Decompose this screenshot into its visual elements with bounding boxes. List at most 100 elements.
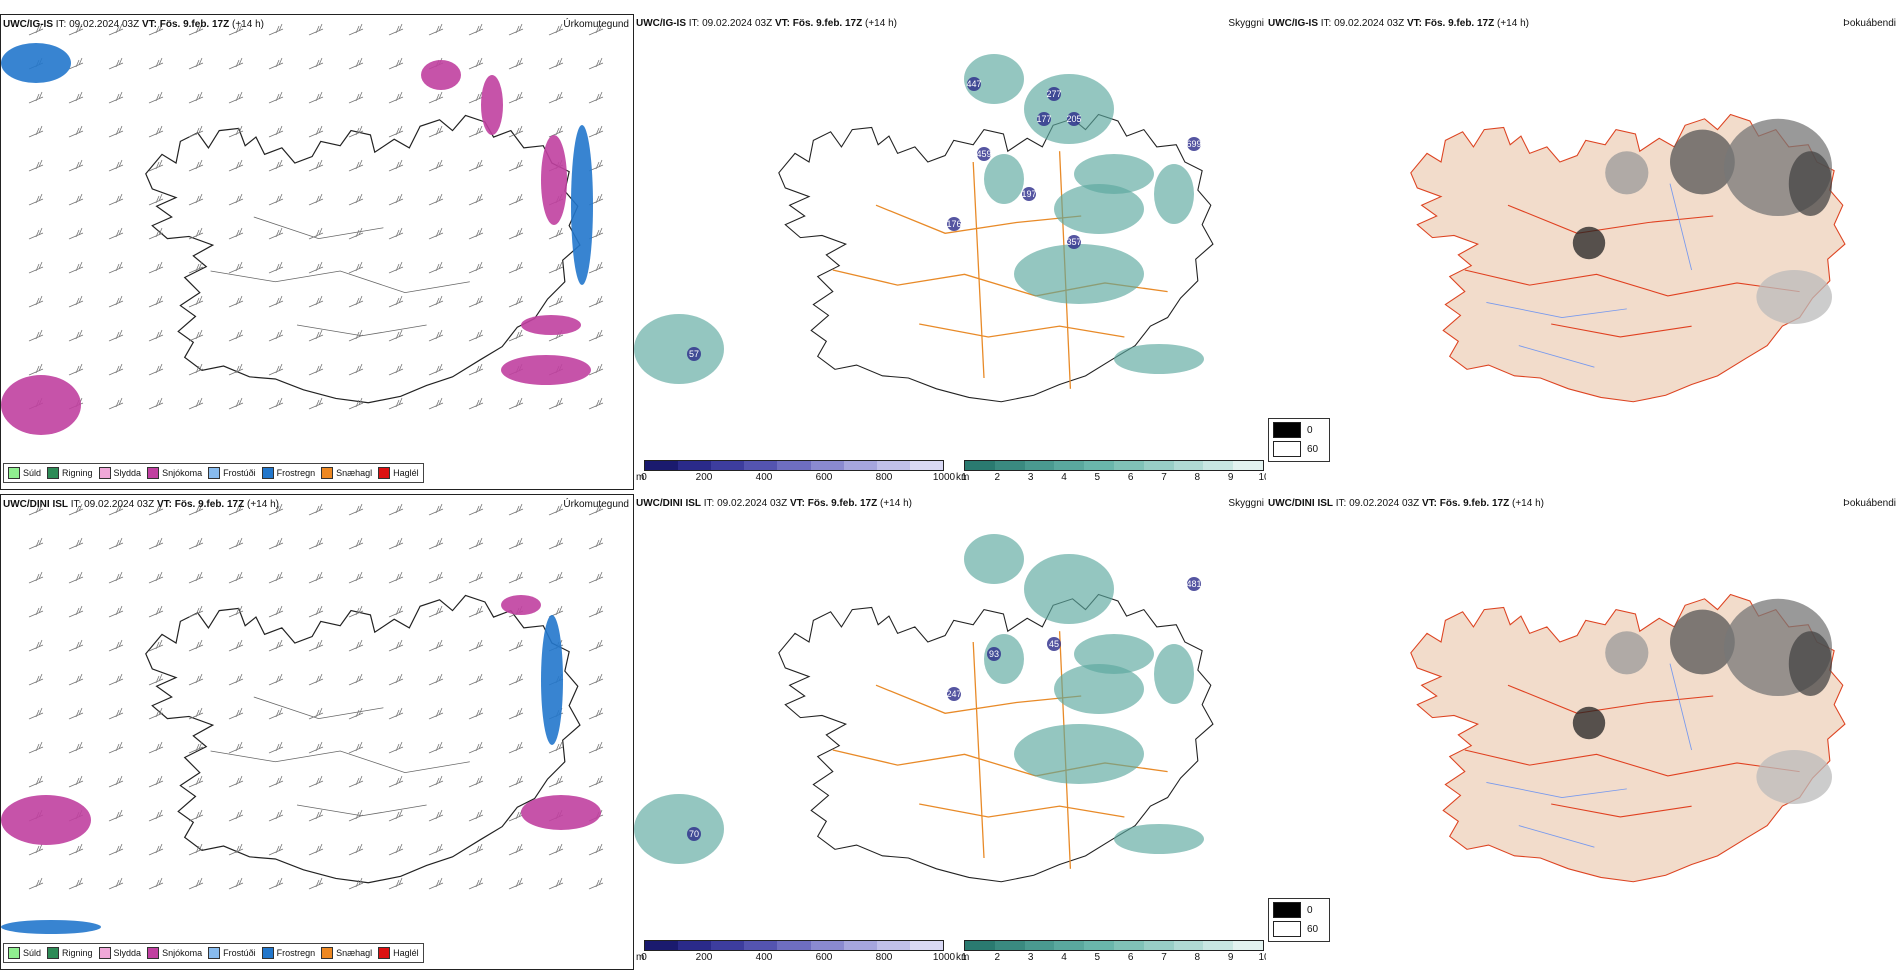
vt-value: Fös. 9.feb. 17Z	[1424, 18, 1495, 29]
wind-barb	[428, 741, 444, 754]
road-network	[832, 631, 1168, 869]
wind-barb	[148, 571, 164, 584]
wind-barb	[588, 363, 604, 376]
wind-barb	[308, 363, 324, 376]
map-canvas: 447 277 177 205 459 197 176 357 699 57	[634, 54, 1214, 403]
legend-swatch	[1273, 422, 1301, 438]
ceiling-label: 45	[1049, 639, 1059, 649]
colorbar-tick: 2	[994, 472, 1001, 483]
wind-barb	[348, 329, 364, 342]
colorbar-cells	[964, 460, 1264, 471]
wind-barb	[308, 571, 324, 584]
colorbar-cell	[1233, 461, 1263, 470]
wind-barb	[388, 707, 404, 720]
wind-barb	[148, 605, 164, 618]
wind-barb	[228, 673, 244, 686]
wind-barb	[28, 329, 44, 342]
wind-barb	[468, 877, 484, 890]
wind-barb	[188, 295, 204, 308]
panel-header: UWC/IG-IS IT: 09.02.2024 03Z VT: Fös. 9.…	[3, 19, 629, 33]
wind-barb	[548, 57, 564, 70]
fog-index-area	[1605, 631, 1649, 675]
wind-barb	[68, 329, 84, 342]
legend-item: Rigning	[47, 467, 93, 479]
wind-barb	[28, 741, 44, 754]
wind-barb	[508, 877, 524, 890]
wind-barb	[308, 605, 324, 618]
wind-barb	[388, 261, 404, 274]
wind-barb	[548, 227, 564, 240]
wind-barb	[548, 91, 564, 104]
wind-barb	[68, 877, 84, 890]
wind-barb	[548, 125, 564, 138]
wind-barb	[268, 295, 284, 308]
wind-barb	[468, 125, 484, 138]
legend-row: 0	[1273, 902, 1325, 918]
wind-barb	[188, 741, 204, 754]
wind-barb	[268, 363, 284, 376]
wind-barb	[388, 877, 404, 890]
legend-item: Snæhagl	[321, 947, 372, 959]
wind-barb	[108, 537, 124, 550]
colorbar-tick: 400	[755, 472, 773, 483]
colorbar-cell	[645, 461, 679, 470]
wind-barb	[348, 159, 364, 172]
vt-label: VT:	[774, 18, 790, 29]
wind-barb	[268, 809, 284, 822]
wind-barb	[68, 193, 84, 206]
colorbar-cell	[744, 461, 778, 470]
vt-label: VT:	[1406, 18, 1422, 29]
lead-time: (+14 h)	[232, 19, 264, 30]
wind-barb	[188, 159, 204, 172]
wind-barb	[268, 23, 284, 36]
lead-time: (+14 h)	[865, 18, 897, 29]
wind-barb	[148, 23, 164, 36]
colorbar-cell	[1113, 461, 1144, 470]
wind-barb	[148, 363, 164, 376]
wind-barb	[388, 57, 404, 70]
wind-barb	[188, 193, 204, 206]
wind-barb	[548, 295, 564, 308]
wind-barb	[468, 159, 484, 172]
legend-item: Súld	[8, 467, 41, 479]
wind-barb	[108, 57, 124, 70]
wind-barb	[548, 397, 564, 410]
wind-barb	[508, 193, 524, 206]
fog-index-area	[1670, 609, 1735, 675]
ceiling-cell	[1067, 112, 1081, 126]
legend-swatch	[1273, 441, 1301, 457]
colorbar-cells	[644, 460, 944, 471]
wind-barb	[388, 329, 404, 342]
ceiling-label: 177	[1036, 114, 1051, 124]
vt-value: Fös. 9.feb. 17Z	[174, 499, 245, 510]
wind-barb	[268, 707, 284, 720]
wind-barb	[308, 843, 324, 856]
wind-barb	[468, 707, 484, 720]
map-canvas	[1410, 593, 1846, 883]
wind-barb	[148, 503, 164, 516]
lead-time: (+14 h)	[1497, 18, 1529, 29]
wind-barb	[228, 877, 244, 890]
wind-barb	[28, 125, 44, 138]
fog-index-area	[1788, 631, 1832, 696]
wind-barb	[108, 397, 124, 410]
panel-title: Skyggni	[1228, 498, 1264, 509]
wind-barb	[228, 843, 244, 856]
wind-barb	[268, 639, 284, 652]
wind-barb	[348, 537, 364, 550]
wind-barb	[228, 707, 244, 720]
wind-barb	[148, 295, 164, 308]
wind-barb	[388, 673, 404, 686]
wind-barb	[508, 57, 524, 70]
ceiling-cell	[1187, 137, 1201, 151]
wind-barb	[588, 537, 604, 550]
ceiling-cell	[1037, 112, 1051, 126]
panel-title: Þokuábendi	[1843, 18, 1896, 29]
low-visibility-area	[1024, 554, 1114, 624]
low-visibility-area	[984, 634, 1024, 684]
wind-barb	[268, 537, 284, 550]
wind-barb	[268, 193, 284, 206]
wind-barb	[148, 227, 164, 240]
precip-area	[1, 920, 101, 934]
colorbar-cell	[1113, 941, 1144, 950]
